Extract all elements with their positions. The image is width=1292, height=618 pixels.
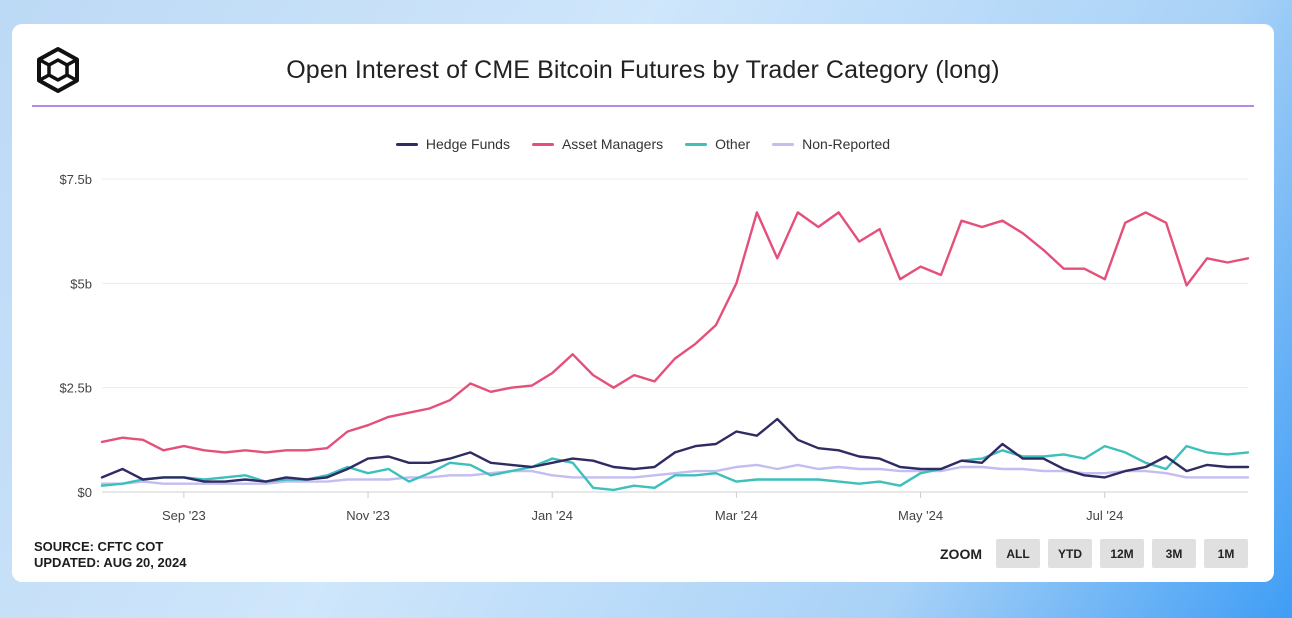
- series-line-other: [100, 444, 1250, 492]
- legend-label: Non-Reported: [802, 136, 891, 152]
- zoom-all-button[interactable]: ALL: [996, 539, 1040, 568]
- zoom-1m-button[interactable]: 1M: [1204, 539, 1248, 568]
- legend-item-non-reported[interactable]: Non-Reported: [772, 136, 890, 152]
- zoom-3m-button[interactable]: 3M: [1152, 539, 1196, 568]
- legend-swatch-other: [685, 142, 708, 146]
- x-tick-label: Jan '24: [531, 508, 573, 523]
- legend-label: Asset Managers: [561, 136, 664, 152]
- updated-text: UPDATED: AUG 20, 2024: [34, 555, 187, 570]
- zoom-controls: ZOOM ALL YTD 12M 3M 1M: [940, 539, 1248, 568]
- zoom-ytd-button[interactable]: YTD: [1048, 539, 1092, 568]
- source-info: SOURCE: CFTC COT UPDATED: AUG 20, 2024: [34, 539, 186, 571]
- legend-item-other[interactable]: Other: [685, 136, 750, 152]
- legend-swatch-non-reported: [772, 142, 795, 146]
- y-tick-label: $7.5b: [59, 172, 92, 187]
- legend-swatch-asset-managers: [531, 142, 554, 146]
- legend-label: Other: [715, 136, 751, 152]
- zoom-12m-button[interactable]: 12M: [1100, 539, 1144, 568]
- y-tick-label: $5b: [70, 276, 92, 291]
- legend-label: Hedge Funds: [425, 136, 510, 152]
- y-tick-label: $2.5b: [59, 381, 92, 396]
- series-line-hedge-funds: [100, 417, 1250, 483]
- x-tick-label: Jul '24: [1086, 508, 1123, 523]
- x-tick-label: Nov '23: [346, 508, 390, 523]
- x-tick-label: May '24: [898, 508, 943, 523]
- x-tick-label: Sep '23: [162, 508, 206, 523]
- cube-logo-icon: [37, 47, 79, 93]
- title-divider: [32, 105, 1254, 107]
- series-line-asset-managers: [100, 211, 1250, 454]
- chart-card: Open Interest of CME Bitcoin Futures by …: [12, 24, 1274, 582]
- legend-swatch-hedge-funds: [395, 142, 418, 146]
- x-tick-label: Mar '24: [715, 508, 758, 523]
- chart-title: Open Interest of CME Bitcoin Futures by …: [286, 56, 1000, 84]
- y-tick-label: $0: [78, 485, 92, 500]
- legend-item-asset-managers[interactable]: Asset Managers: [531, 136, 664, 152]
- source-text: SOURCE: CFTC COT: [34, 539, 164, 554]
- line-chart: $0 $2.5b $5b $7.5b Sep '23 Nov '23 Jan '24 Mar …: [59, 172, 1250, 523]
- zoom-label: ZOOM: [940, 545, 982, 562]
- legend-item-hedge-funds[interactable]: Hedge Funds: [395, 136, 510, 152]
- series-line-non-reported: [100, 463, 1250, 485]
- legend: Hedge Funds Asset Managers Other Non-Rep…: [12, 136, 1274, 152]
